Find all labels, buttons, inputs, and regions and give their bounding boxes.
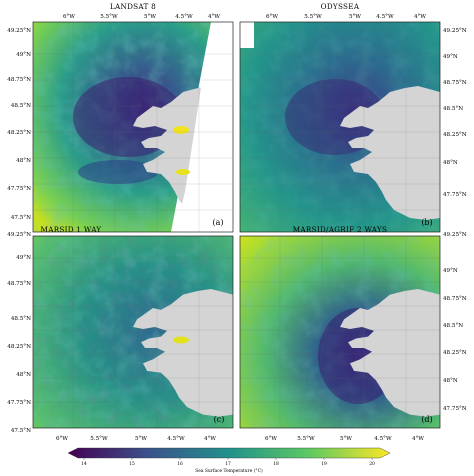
lat-tick: 49°N (443, 54, 458, 60)
lat-tick: 48.5°N (443, 323, 463, 329)
lon-tick: 5.5°W (304, 14, 322, 20)
colorbar-bar (67, 447, 391, 459)
lat-tick: 48.25°N (7, 344, 31, 350)
panel-c-label: (c) (214, 415, 225, 424)
lon-ticks-top-a: 6°W 5.5°W 5°W 4.5°W 4°W (63, 14, 220, 20)
lat-tick: 49.25°N (7, 232, 31, 238)
panel-a-cold-plume (78, 160, 158, 184)
panel-b: ODYSSEA (b) (239, 2, 441, 233)
lon-tick: 5°W (144, 14, 156, 20)
lat-tick: 48°N (16, 372, 31, 378)
panel-d: MARSID/AGRIF 2 WAYS (d) (239, 225, 441, 429)
lon-tick: 4.5°W (374, 436, 392, 442)
lat-tick: 48.75°N (443, 296, 467, 302)
lat-tick: 49°N (16, 255, 31, 261)
panel-a-warm-bay2 (176, 169, 190, 175)
lon-tick: 6°W (56, 436, 68, 442)
panel-b-title: ODYSSEA (321, 2, 360, 11)
lat-tick: 47.5°N (11, 428, 31, 434)
panel-b-nodata (240, 22, 254, 48)
panel-a: LANDSAT 8 (a) (32, 2, 234, 233)
lon-tick: 6°W (265, 436, 277, 442)
colorbar-tick: 20 (369, 462, 375, 467)
lat-tick: 48°N (443, 378, 458, 384)
lon-tick: 5.5°W (100, 14, 118, 20)
colorbar-tick: 19 (321, 462, 327, 467)
panel-b-label: (b) (421, 218, 432, 227)
lon-ticks-bottom-d: 6°W 5.5°W 5°W 4.5°W 4°W (265, 436, 424, 442)
lon-tick: 4.5°W (167, 436, 185, 442)
lat-tick: 48°N (443, 160, 458, 166)
lat-tick: 48.75°N (443, 80, 467, 86)
colorbar-tick: 16 (177, 462, 183, 467)
lon-ticks-bottom-c: 6°W 5.5°W 5°W 4.5°W 4°W (56, 436, 216, 442)
colorbar-tick: 18 (273, 462, 279, 467)
lat-tick: 48.5°N (11, 316, 31, 322)
lon-tick: 4°W (412, 436, 424, 442)
colorbar-tick: 15 (129, 462, 135, 467)
lon-tick: 5°W (349, 14, 361, 20)
panel-a-warm-bay (173, 126, 189, 134)
lon-tick: 4.5°W (376, 14, 394, 20)
lat-tick: 48°N (16, 158, 31, 164)
lat-tick: 48.25°N (7, 130, 31, 136)
lat-ticks-left-c: 49.25°N 49°N 48.75°N 48.5°N 48.25°N 48°N… (7, 232, 31, 434)
lat-tick: 48.25°N (443, 350, 467, 356)
lon-tick: 4.5°W (175, 14, 193, 20)
lon-ticks-top-b: 6°W 5.5°W 5°W 4.5°W 4°W (266, 14, 426, 20)
colorbar: 14 15 16 17 18 19 20 Sea Surface Tempera… (67, 447, 391, 474)
lon-tick: 6°W (266, 14, 278, 20)
lat-tick: 48.75°N (7, 77, 31, 83)
lat-tick: 48.5°N (443, 106, 463, 112)
lon-tick: 5.5°W (90, 436, 108, 442)
lat-tick: 48.5°N (11, 103, 31, 109)
lat-tick: 47.75°N (7, 186, 31, 192)
colorbar-tick: 17 (225, 462, 231, 467)
lat-ticks-right-d: 49.25°N 49°N 48.75°N 48.5°N 48.25°N 48°N… (443, 232, 467, 412)
panel-d-label: (d) (421, 415, 432, 424)
panel-b-cold-pool (285, 79, 385, 155)
panel-c: MARSID 1 WAY (c) (32, 225, 234, 429)
colorbar-tick-marks (83, 458, 373, 460)
lon-tick: 4°W (208, 14, 220, 20)
lon-tick: 4°W (204, 436, 216, 442)
lat-tick: 49.25°N (443, 28, 467, 34)
panel-d-title: MARSID/AGRIF 2 WAYS (293, 225, 388, 234)
lat-ticks-left-a: 49.25°N 49°N 48.75°N 48.5°N 48.25°N 48°N… (7, 28, 31, 221)
colorbar-tick: 14 (81, 462, 87, 467)
panel-a-title: LANDSAT 8 (110, 2, 156, 11)
lat-tick: 47.75°N (7, 400, 31, 406)
lon-tick: 6°W (63, 14, 75, 20)
lat-tick: 48.75°N (7, 281, 31, 287)
lat-tick: 47.75°N (443, 406, 467, 412)
lat-tick: 49.25°N (7, 28, 31, 34)
lon-tick: 5°W (340, 436, 352, 442)
lat-tick: 47.75°N (443, 192, 467, 198)
lat-tick: 49°N (443, 268, 458, 274)
panel-c-warm-bay (173, 336, 189, 344)
lat-tick: 49°N (16, 52, 31, 58)
lon-tick: 4°W (414, 14, 426, 20)
panel-c-title: MARSID 1 WAY (41, 225, 102, 234)
lon-tick: 5.5°W (297, 436, 315, 442)
panel-a-label: (a) (212, 218, 223, 227)
panel-a-swath-mask (175, 22, 233, 232)
lat-tick: 49.25°N (443, 232, 467, 238)
colorbar-label: Sea Surface Temperature (°C) (195, 469, 263, 474)
lat-tick: 47.5°N (11, 215, 31, 221)
lat-ticks-right-b: 49.25°N 49°N 48.75°N 48.5°N 48.25°N 48°N… (443, 28, 467, 198)
lon-tick: 5°W (135, 436, 147, 442)
lat-tick: 48.25°N (443, 132, 467, 138)
